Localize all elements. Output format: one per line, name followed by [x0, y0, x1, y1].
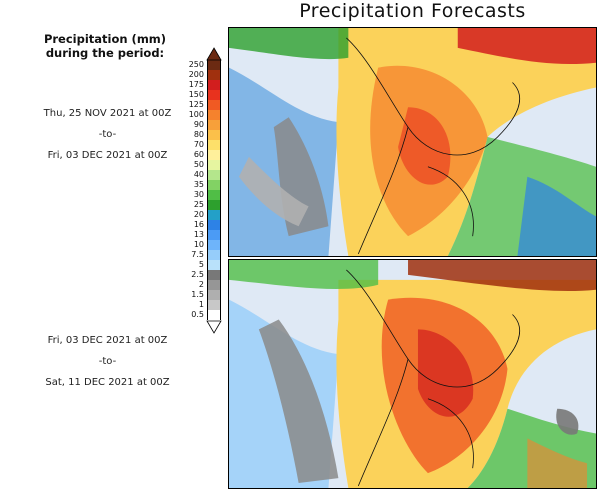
colorbar-tick-label: 50 — [193, 160, 204, 169]
colorbar-cell — [207, 190, 221, 200]
colorbar-cell — [207, 280, 221, 290]
colorbar-tick-label: 100 — [188, 110, 204, 119]
colorbar-cell — [207, 110, 221, 120]
colorbar-cell — [207, 160, 221, 170]
colorbar-cell — [207, 270, 221, 280]
colorbar-cell — [207, 150, 221, 160]
colorbar-labels: 250 200 175 150 125 100 90 80 70 60 50 40 35 30 25 20 16… — [176, 60, 204, 320]
chart-title: Precipitation Forecasts — [299, 0, 526, 22]
legend-title: Precipitation (mm) during the period: — [20, 32, 190, 60]
colorbar-tick-label: 90 — [193, 120, 204, 129]
colorbar-tick-label: 20 — [193, 210, 204, 219]
colorbar-tick-label: 125 — [188, 100, 204, 109]
colorbar-tick-label: 25 — [193, 200, 204, 209]
colorbar-top-arrow — [206, 47, 222, 61]
period-2-from: Fri, 03 DEC 2021 at 00Z — [47, 335, 168, 346]
colorbar-tick-label: 1 — [198, 300, 204, 309]
colorbar-cell — [207, 170, 221, 180]
forecast-map-period-1 — [228, 27, 597, 257]
period-1-to: Fri, 03 DEC 2021 at 00Z — [47, 150, 168, 161]
colorbar-tick-label: 13 — [193, 230, 204, 239]
colorbar-tick-label: 40 — [193, 170, 204, 179]
colorbar-tick-label: 1.5 — [191, 290, 204, 299]
period-2-sep: -to- — [98, 356, 117, 367]
colorbar-cell — [207, 80, 221, 90]
colorbar-cell — [207, 130, 221, 140]
colorbar-cell — [207, 230, 221, 240]
forecast-map-period-2 — [228, 259, 597, 489]
colorbar-cell — [207, 210, 221, 220]
colorbar-cell — [207, 200, 221, 210]
colorbar-tick-label: 30 — [193, 190, 204, 199]
colorbar-cell — [207, 100, 221, 110]
colorbar-tick-label: 7.5 — [191, 250, 204, 259]
colorbar-cell — [207, 140, 221, 150]
colorbar-tick-label: 16 — [193, 220, 204, 229]
legend-title-line2: during the period: — [45, 46, 165, 60]
colorbar-bottom-arrow — [206, 320, 222, 334]
colorbar-tick-label: 60 — [193, 150, 204, 159]
colorbar-cell — [207, 120, 221, 130]
colorbar-tick-label: 80 — [193, 130, 204, 139]
colorbar-cell — [207, 60, 221, 70]
map-1-graphic — [229, 28, 596, 256]
map-2-graphic — [229, 260, 596, 488]
colorbar-cell — [207, 220, 221, 230]
colorbar-cell — [207, 180, 221, 190]
colorbar-cell — [207, 300, 221, 310]
period-2-to: Sat, 11 DEC 2021 at 00Z — [45, 377, 170, 388]
colorbar-cell — [207, 70, 221, 80]
colorbar-tick-label: 5 — [198, 260, 204, 269]
colorbar-cell — [207, 290, 221, 300]
colorbar-tick-label: 175 — [188, 80, 204, 89]
colorbar-tick-label: 70 — [193, 140, 204, 149]
period-2-label: Fri, 03 DEC 2021 at 00Z -to- Sat, 11 DEC… — [20, 330, 195, 393]
colorbar-cell — [207, 310, 221, 320]
colorbar-cell — [207, 90, 221, 100]
legend-title-line1: Precipitation (mm) — [43, 32, 167, 46]
colorbar-tick-label: 2.5 — [191, 270, 204, 279]
colorbar-tick-label: 200 — [188, 70, 204, 79]
colorbar-tick-label: 10 — [193, 240, 204, 249]
period-1-from: Thu, 25 NOV 2021 at 00Z — [43, 108, 172, 119]
period-1-label: Thu, 25 NOV 2021 at 00Z -to- Fri, 03 DEC… — [20, 103, 195, 166]
colorbar-cell — [207, 240, 221, 250]
period-1-sep: -to- — [98, 129, 117, 140]
colorbar-cell — [207, 260, 221, 270]
colorbar-tick-label: 0.5 — [191, 310, 204, 319]
colorbar-cell — [207, 250, 221, 260]
colorbar-tick-label: 2 — [198, 280, 204, 289]
colorbar-tick-label: 150 — [188, 90, 204, 99]
colorbar-tick-label: 35 — [193, 180, 204, 189]
colorbar-tick-label: 250 — [188, 60, 204, 69]
colorbar — [207, 60, 221, 320]
